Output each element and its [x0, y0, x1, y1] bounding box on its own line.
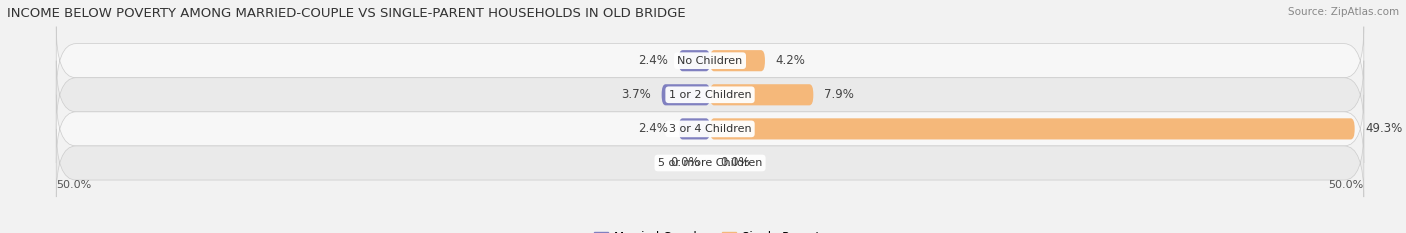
Text: 4.2%: 4.2%: [776, 54, 806, 67]
FancyBboxPatch shape: [679, 118, 710, 140]
Text: 5 or more Children: 5 or more Children: [658, 158, 762, 168]
Text: 1 or 2 Children: 1 or 2 Children: [669, 90, 751, 100]
Text: INCOME BELOW POVERTY AMONG MARRIED-COUPLE VS SINGLE-PARENT HOUSEHOLDS IN OLD BRI: INCOME BELOW POVERTY AMONG MARRIED-COUPL…: [7, 7, 686, 20]
FancyBboxPatch shape: [56, 129, 1364, 197]
Text: 7.9%: 7.9%: [824, 88, 853, 101]
FancyBboxPatch shape: [710, 118, 1354, 140]
Text: 3.7%: 3.7%: [621, 88, 651, 101]
FancyBboxPatch shape: [56, 27, 1364, 95]
Text: No Children: No Children: [678, 56, 742, 66]
Text: 2.4%: 2.4%: [638, 54, 668, 67]
FancyBboxPatch shape: [662, 84, 710, 105]
Legend: Married Couples, Single Parents: Married Couples, Single Parents: [589, 226, 831, 233]
Text: 50.0%: 50.0%: [56, 180, 91, 190]
FancyBboxPatch shape: [56, 61, 1364, 129]
FancyBboxPatch shape: [710, 84, 813, 105]
Text: 49.3%: 49.3%: [1365, 122, 1402, 135]
Text: 0.0%: 0.0%: [720, 157, 751, 169]
FancyBboxPatch shape: [679, 50, 710, 71]
FancyBboxPatch shape: [710, 50, 765, 71]
Text: 3 or 4 Children: 3 or 4 Children: [669, 124, 751, 134]
Text: 2.4%: 2.4%: [638, 122, 668, 135]
Text: Source: ZipAtlas.com: Source: ZipAtlas.com: [1288, 7, 1399, 17]
Text: 0.0%: 0.0%: [669, 157, 700, 169]
Text: 50.0%: 50.0%: [1329, 180, 1364, 190]
FancyBboxPatch shape: [56, 95, 1364, 163]
